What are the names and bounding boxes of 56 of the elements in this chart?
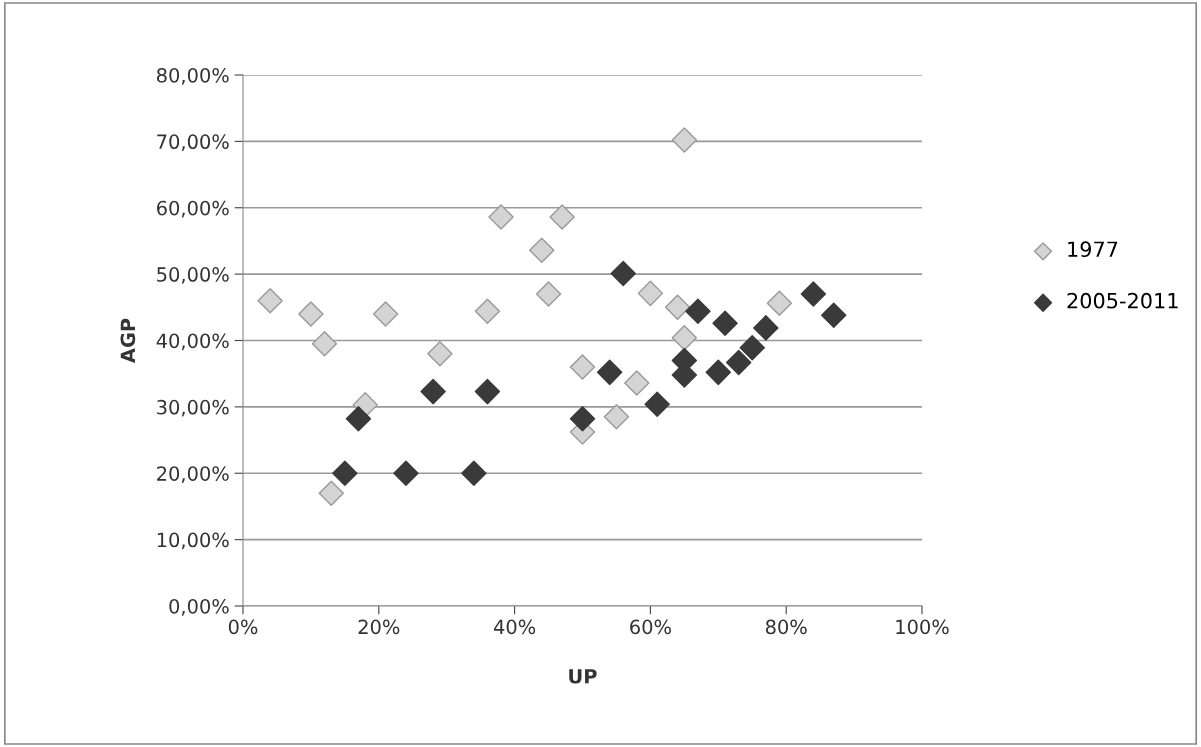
y-tick-label: 30,00%	[157, 399, 229, 417]
point	[766, 290, 793, 317]
y-tick-label: 10,00%	[157, 532, 229, 550]
point	[664, 294, 691, 321]
point	[529, 237, 555, 263]
x-axis-title: UP	[569, 669, 597, 684]
point	[474, 298, 501, 325]
point	[671, 325, 698, 351]
point	[332, 460, 358, 486]
y-tick-label: 70,00%	[157, 134, 229, 152]
x-tick-label: 0%	[228, 619, 258, 635]
point	[318, 480, 344, 506]
point	[637, 280, 664, 307]
point	[603, 404, 630, 430]
point	[427, 341, 453, 367]
y-tick-label: 80,00%	[156, 67, 229, 85]
point	[821, 302, 847, 329]
point	[800, 281, 827, 307]
point	[644, 391, 670, 417]
y-tick-label: 50,00%	[157, 267, 229, 284]
point	[345, 406, 372, 432]
point	[685, 298, 711, 325]
y-tick-label: 40,00%	[156, 333, 229, 351]
point	[393, 460, 419, 486]
y-tick-label: 20,00%	[157, 466, 229, 483]
point	[298, 301, 324, 327]
point	[739, 335, 765, 361]
point	[311, 331, 338, 357]
point	[372, 301, 399, 327]
legend-label: 1977	[1068, 241, 1118, 258]
point	[257, 287, 283, 314]
y-axis-title: AGP	[120, 318, 136, 364]
point	[671, 127, 698, 153]
point	[610, 260, 636, 287]
point	[712, 310, 738, 336]
y-tick-label: 60,00%	[157, 200, 229, 218]
point	[753, 315, 779, 341]
point	[420, 378, 446, 405]
point	[596, 359, 623, 386]
point	[488, 204, 514, 230]
legend-label: 2005-2011	[1067, 292, 1178, 309]
point	[725, 349, 752, 376]
y-tick-label: 0,00%	[169, 598, 229, 616]
point	[569, 406, 596, 432]
point	[569, 354, 596, 380]
point	[474, 378, 501, 405]
point	[705, 359, 732, 386]
x-tick-label: 20%	[358, 619, 400, 635]
point	[624, 370, 650, 396]
point	[461, 460, 487, 486]
x-tick-label: 80%	[765, 619, 807, 635]
x-tick-label: 40%	[493, 619, 536, 635]
x-tick-label: 60%	[630, 619, 671, 635]
point	[549, 204, 575, 230]
x-tick-label: 100%	[896, 619, 949, 635]
point	[535, 281, 562, 307]
